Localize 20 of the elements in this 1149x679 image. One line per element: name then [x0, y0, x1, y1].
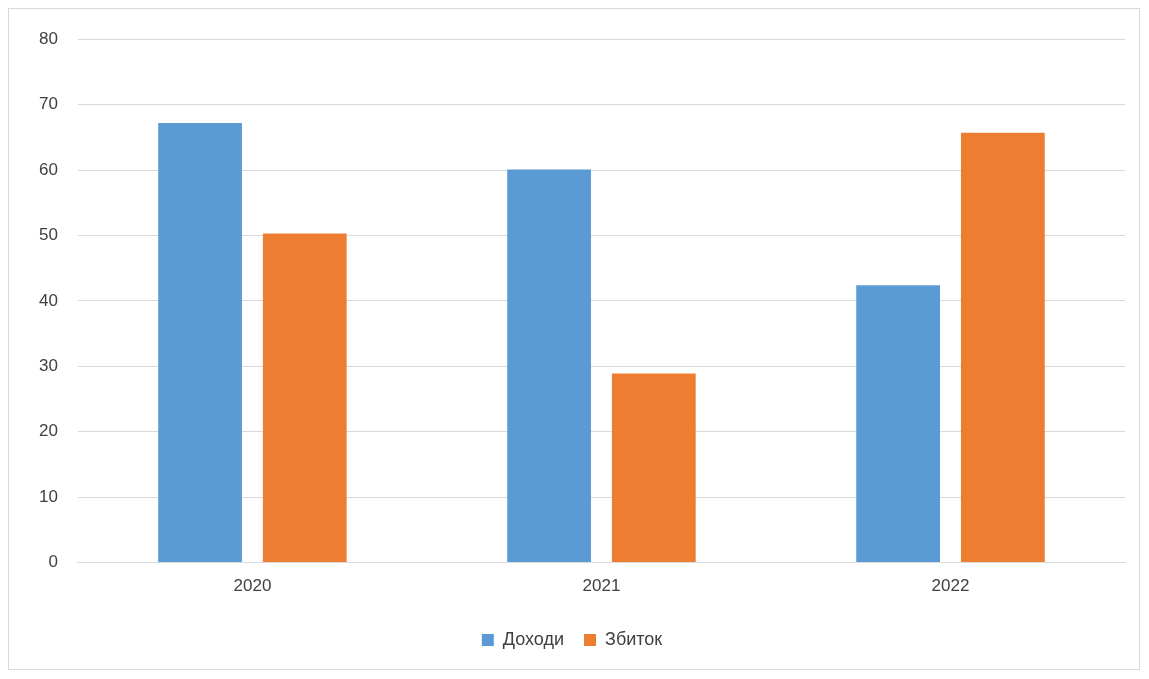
bar — [960, 132, 1045, 563]
y-tick-label: 40 — [38, 290, 58, 310]
bar — [158, 122, 242, 563]
x-tick-label: 2020 — [233, 576, 272, 596]
bar — [611, 373, 696, 563]
x-tick-label: 2021 — [582, 576, 621, 596]
legend-label: Збиток — [605, 628, 663, 649]
y-tick-label: 0 — [48, 552, 58, 572]
y-tick-label: 50 — [38, 225, 58, 245]
y-tick-label: 60 — [38, 159, 58, 179]
y-tick-label: 30 — [38, 356, 58, 376]
legend-label: Доходи — [502, 628, 564, 649]
bar — [507, 169, 591, 563]
bar — [262, 233, 347, 563]
y-tick-label: 20 — [38, 421, 58, 441]
x-tick-label: 2022 — [931, 576, 970, 596]
y-tick-label: 70 — [38, 94, 58, 114]
y-tick-label: 10 — [38, 486, 58, 506]
y-tick-label: 80 — [38, 28, 58, 48]
bar — [856, 285, 941, 563]
